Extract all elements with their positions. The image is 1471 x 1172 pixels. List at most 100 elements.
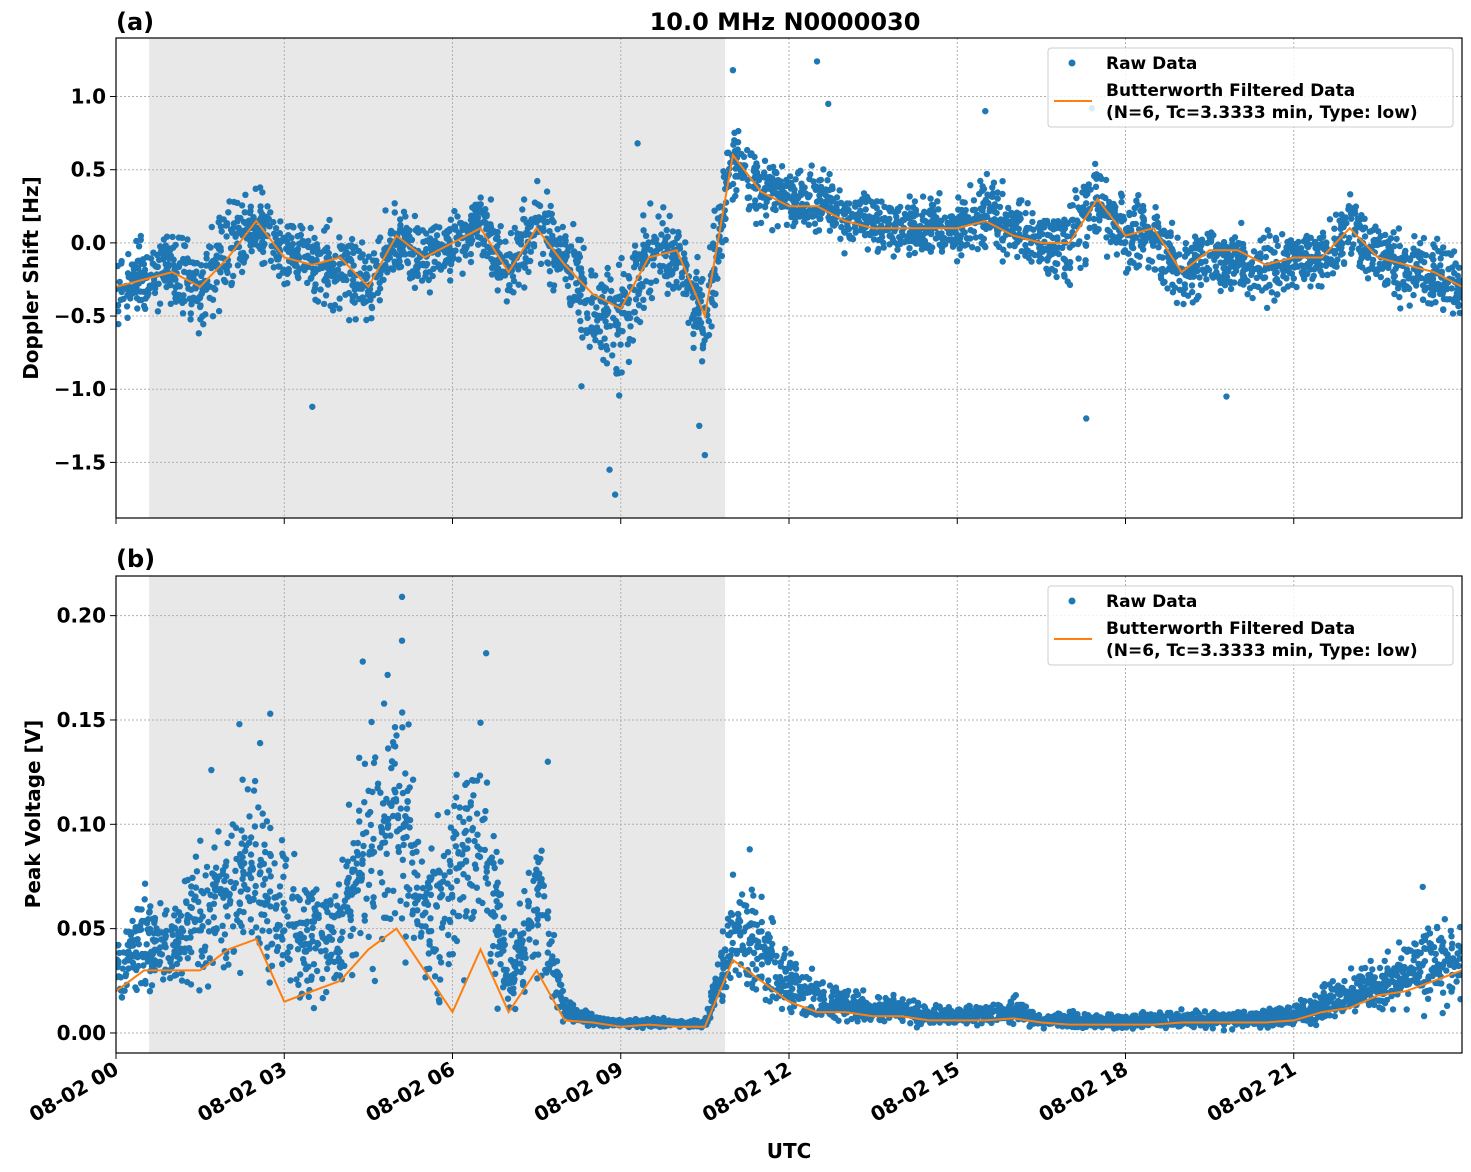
raw-data-point <box>294 233 301 240</box>
raw-data-point <box>303 926 311 934</box>
raw-data-point <box>334 902 341 909</box>
raw-data-point <box>455 256 462 263</box>
raw-data-point <box>972 234 979 241</box>
raw-data-point <box>873 198 881 205</box>
raw-data-point <box>1322 262 1330 269</box>
raw-data-point <box>314 245 321 252</box>
raw-data-point <box>211 893 219 900</box>
raw-data-point <box>974 212 981 219</box>
raw-data-point <box>129 917 136 925</box>
raw-data-point <box>1189 299 1197 306</box>
raw-data-point <box>444 849 452 856</box>
raw-data-point <box>257 207 264 215</box>
raw-data-point <box>829 183 836 190</box>
raw-data-point <box>787 209 795 216</box>
raw-data-point <box>648 294 656 302</box>
raw-data-point <box>193 868 201 875</box>
raw-data-point <box>880 244 887 251</box>
raw-data-point <box>1354 215 1362 222</box>
raw-data-point <box>864 246 871 253</box>
raw-data-point <box>1268 289 1276 296</box>
raw-data-point <box>352 316 359 323</box>
raw-data-point <box>281 907 288 914</box>
raw-data-point <box>125 953 133 961</box>
raw-data-point <box>360 842 367 850</box>
raw-data-point <box>1317 262 1325 269</box>
raw-data-point <box>432 870 439 877</box>
raw-data-point <box>1066 281 1074 289</box>
raw-data-point <box>176 283 183 290</box>
raw-data-point <box>199 913 206 920</box>
raw-data-point <box>266 927 273 935</box>
raw-data-point <box>422 909 429 916</box>
raw-data-point <box>534 177 541 185</box>
raw-data-point <box>970 228 978 235</box>
raw-data-point <box>225 961 232 968</box>
raw-data-point <box>1437 255 1444 262</box>
raw-data-point <box>1393 235 1400 243</box>
raw-data-point <box>503 966 510 974</box>
raw-data-point <box>289 251 296 259</box>
raw-data-point <box>534 975 541 982</box>
raw-data-point <box>1273 275 1281 283</box>
raw-data-point <box>218 937 225 944</box>
raw-data-point <box>388 802 395 809</box>
raw-data-point <box>205 928 213 935</box>
raw-data-point <box>151 914 159 922</box>
raw-data-point <box>338 254 345 261</box>
raw-data-point <box>351 284 359 291</box>
raw-data-point <box>529 953 536 960</box>
y-axis-label-b: Peak Voltage [V] <box>21 720 45 909</box>
raw-data-point <box>336 948 343 955</box>
raw-data-point <box>656 262 663 269</box>
raw-data-point <box>484 907 491 914</box>
raw-data-point <box>365 933 372 940</box>
raw-data-point <box>135 243 143 250</box>
raw-data-point <box>167 300 174 307</box>
raw-data-point <box>1306 241 1313 248</box>
raw-data-point <box>550 931 558 939</box>
raw-data-point <box>276 883 284 890</box>
raw-data-point <box>291 850 298 858</box>
raw-data-point <box>898 228 906 235</box>
raw-data-point <box>1018 248 1025 255</box>
raw-data-point <box>675 229 682 236</box>
raw-data-point <box>1051 244 1059 251</box>
raw-data-point <box>1135 192 1142 199</box>
raw-data-point <box>309 937 316 945</box>
raw-data-point <box>462 858 470 865</box>
raw-data-point <box>213 242 220 249</box>
raw-data-point <box>999 178 1006 185</box>
raw-data-point <box>1096 217 1103 224</box>
raw-data-point <box>301 887 309 894</box>
raw-data-point <box>212 881 219 888</box>
raw-data-point <box>770 205 777 213</box>
raw-data-point <box>699 341 707 348</box>
raw-data-point <box>552 237 560 244</box>
raw-data-point <box>1362 267 1370 275</box>
raw-data-point <box>546 940 553 948</box>
raw-data-point <box>516 900 523 907</box>
raw-data-point <box>1423 284 1430 291</box>
raw-data-point <box>575 309 582 316</box>
raw-data-point <box>497 858 504 865</box>
raw-data-point <box>493 262 500 270</box>
raw-data-point <box>345 801 353 808</box>
raw-data-point <box>666 212 673 220</box>
raw-data-point <box>826 217 833 224</box>
raw-data-point <box>279 960 286 968</box>
raw-data-point <box>1085 181 1093 188</box>
raw-data-point <box>1182 240 1190 247</box>
raw-data-point <box>870 236 878 243</box>
raw-data-point <box>966 217 973 224</box>
raw-data-point <box>226 900 233 907</box>
raw-data-point <box>388 764 395 772</box>
raw-data-point <box>1195 293 1202 300</box>
raw-data-point <box>538 875 545 883</box>
raw-data-point <box>140 260 148 268</box>
raw-data-point <box>1129 220 1137 228</box>
raw-data-point <box>280 873 287 880</box>
raw-data-point <box>488 271 496 278</box>
raw-data-outlier <box>729 66 737 74</box>
raw-data-point <box>308 932 315 940</box>
